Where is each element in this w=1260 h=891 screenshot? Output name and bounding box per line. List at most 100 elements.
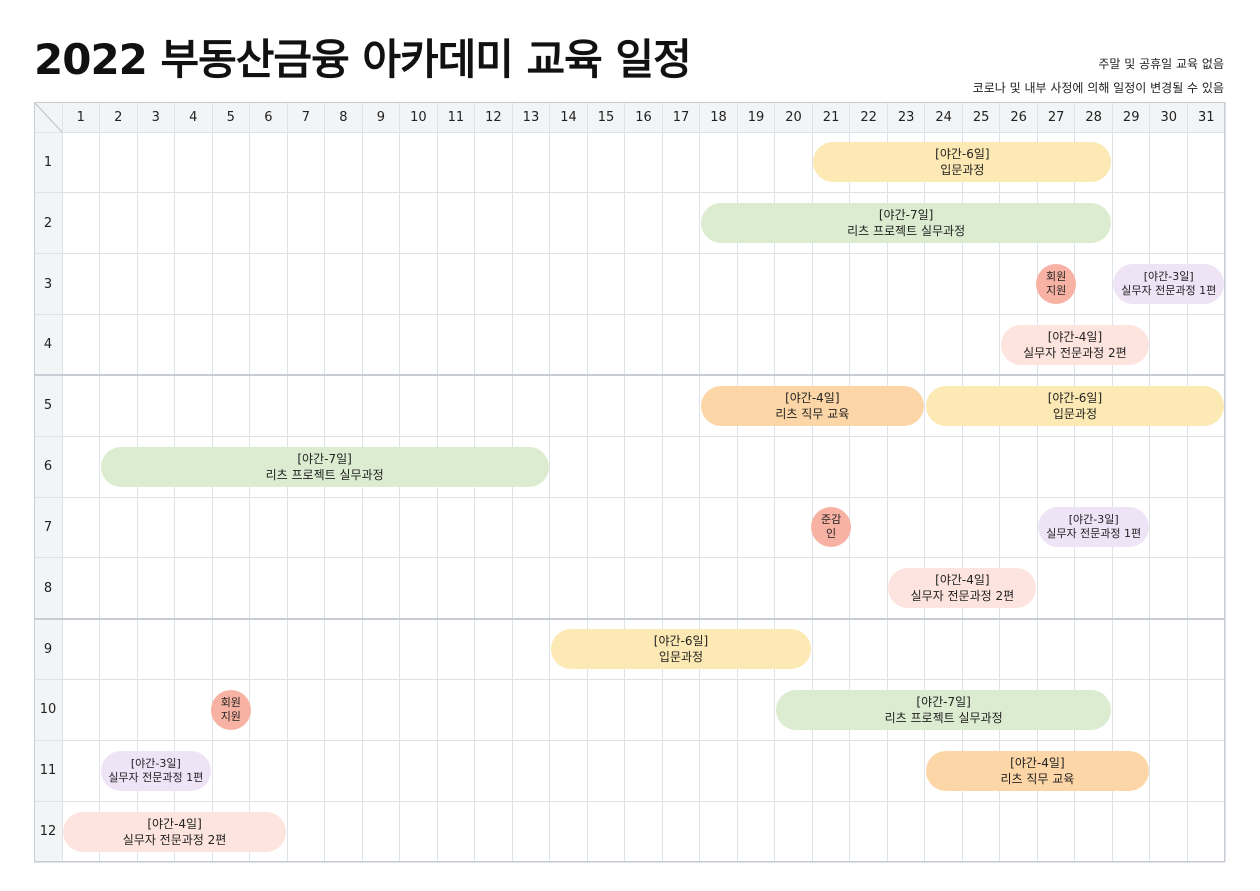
course-event-bar[interactable]: [야간-7일] 리츠 프로젝트 실무과정 <box>775 689 1112 730</box>
page-title: 2022 부동산금융 아카데미 교육 일정 <box>34 35 692 84</box>
grid-hline <box>34 131 1225 133</box>
day-header-17: 17 <box>662 102 700 132</box>
day-header-28: 28 <box>1074 102 1113 132</box>
event-name: 입문과정 <box>658 650 704 665</box>
day-header-18: 18 <box>699 102 738 132</box>
event-name: 입문과정 <box>940 163 985 178</box>
grid-vline <box>736 102 738 862</box>
event-name: 리츠 프로젝트 실무과정 <box>884 710 1003 725</box>
course-event-bar[interactable]: [야간-3일] 실무자 전문과정 1편 <box>1113 264 1224 305</box>
day-header-20: 20 <box>774 102 813 132</box>
event-name: 리츠 직무 교육 <box>775 406 850 421</box>
event-duration: [야간-6일] <box>653 634 709 649</box>
month-label-4: 4 <box>34 314 62 376</box>
event-name: 지원 <box>1046 284 1067 298</box>
special-event-badge[interactable]: 준감 인 <box>811 507 852 548</box>
notice-holiday: 주말 및 공휴일 교육 없음 <box>1098 57 1224 71</box>
grid-vline <box>811 102 813 862</box>
course-event-bar[interactable]: [야간-7일] 리츠 프로젝트 실무과정 <box>700 203 1112 244</box>
special-event-badge[interactable]: 회원 지원 <box>210 689 251 730</box>
course-event-bar[interactable]: [야간-4일] 실무자 전문과정 2편 <box>1000 324 1149 365</box>
grid-hline <box>34 800 1225 802</box>
grid-vline <box>34 102 35 862</box>
course-event-bar[interactable]: [야간-7일] 리츠 프로젝트 실무과정 <box>100 446 549 487</box>
day-header-4: 4 <box>174 102 213 132</box>
event-duration: [야간-4일] <box>785 390 840 405</box>
grid-vline <box>774 102 776 862</box>
course-event-bar[interactable]: [야간-4일] 리츠 직무 교육 <box>925 750 1149 791</box>
event-name: 인 <box>826 527 837 541</box>
grid-vline <box>586 102 588 862</box>
course-event-bar[interactable]: [야간-6일] 입문과정 <box>813 142 1112 183</box>
grid-hline <box>34 557 1225 559</box>
grid-vline <box>1111 102 1113 862</box>
course-event-bar[interactable]: [야간-6일] 입문과정 <box>550 629 812 670</box>
month-label-8: 8 <box>34 557 62 619</box>
event-duration: [야간-4일] <box>935 573 990 588</box>
grid-hline <box>34 253 1225 255</box>
day-header-14: 14 <box>549 102 588 132</box>
month-label-2: 2 <box>34 192 62 254</box>
grid-vline <box>1224 102 1226 862</box>
grid-hline <box>34 374 1225 377</box>
day-header-31: 31 <box>1187 102 1225 132</box>
month-label-12: 12 <box>34 801 62 862</box>
grid-vline <box>924 102 926 862</box>
day-header-21: 21 <box>812 102 850 132</box>
course-event-bar[interactable]: [야간-4일] 실무자 전문과정 2편 <box>888 568 1037 609</box>
grid-vline <box>99 102 101 862</box>
grid-vline <box>1186 102 1188 862</box>
day-header-9: 9 <box>362 102 400 132</box>
event-name: 실무자 전문과정 2편 <box>910 589 1015 604</box>
grid-vline <box>886 102 888 862</box>
grid-vline <box>61 102 63 862</box>
event-name: 리츠 프로젝트 실무과정 <box>847 224 966 239</box>
grid-hline <box>34 679 1225 680</box>
month-label-3: 3 <box>34 253 62 315</box>
corner-diagonal <box>34 102 62 132</box>
course-event-bar[interactable]: [야간-3일] 실무자 전문과정 1편 <box>1038 507 1149 548</box>
course-event-bar[interactable]: [야간-6일] 입문과정 <box>925 385 1224 426</box>
event-duration: 회원 <box>220 695 241 709</box>
event-duration: [야간-3일] <box>1143 270 1194 284</box>
course-event-bar[interactable]: [야간-4일] 실무자 전문과정 2편 <box>63 811 287 852</box>
day-header-19: 19 <box>737 102 775 132</box>
day-header-26: 26 <box>999 102 1038 132</box>
event-name: 입문과정 <box>1052 406 1097 421</box>
day-header-13: 13 <box>512 102 550 132</box>
corner-cell <box>34 102 62 132</box>
event-duration: 회원 <box>1046 270 1067 284</box>
month-label-7: 7 <box>34 497 62 558</box>
day-header-15: 15 <box>587 102 625 132</box>
special-event-badge[interactable]: 회원 지원 <box>1036 264 1077 305</box>
grid-vline <box>624 102 626 862</box>
event-name: 실무자 전문과정 2편 <box>122 832 227 847</box>
course-event-bar[interactable]: [야간-3일] 실무자 전문과정 1편 <box>100 750 212 791</box>
day-header-25: 25 <box>962 102 1000 132</box>
event-duration: [야간-7일] <box>297 451 352 466</box>
event-name: 실무자 전문과정 1편 <box>108 770 204 784</box>
day-header-7: 7 <box>287 102 325 132</box>
day-header-6: 6 <box>249 102 288 132</box>
event-duration: 준감 <box>820 513 842 527</box>
course-event-bar[interactable]: [야간-4일] 리츠 직무 교육 <box>700 385 924 426</box>
day-header-27: 27 <box>1037 102 1075 132</box>
grid-hline <box>34 861 1225 863</box>
day-header-2: 2 <box>99 102 138 132</box>
grid-hline <box>34 739 1225 741</box>
grid-hline <box>34 617 1225 620</box>
grid-hline <box>34 496 1225 498</box>
month-label-10: 10 <box>34 679 62 741</box>
event-name: 실무자 전문과정 1편 <box>1046 527 1142 541</box>
day-header-10: 10 <box>399 102 438 132</box>
day-header-5: 5 <box>212 102 250 132</box>
day-header-30: 30 <box>1149 102 1188 132</box>
grid-vline <box>1149 102 1151 862</box>
event-duration: [야간-7일] <box>916 694 971 709</box>
grid-vline <box>961 102 963 862</box>
month-label-11: 11 <box>34 740 62 802</box>
grid-vline <box>999 102 1001 862</box>
day-header-1: 1 <box>62 102 100 132</box>
day-header-8: 8 <box>324 102 363 132</box>
event-duration: [야간-3일] <box>130 756 181 770</box>
